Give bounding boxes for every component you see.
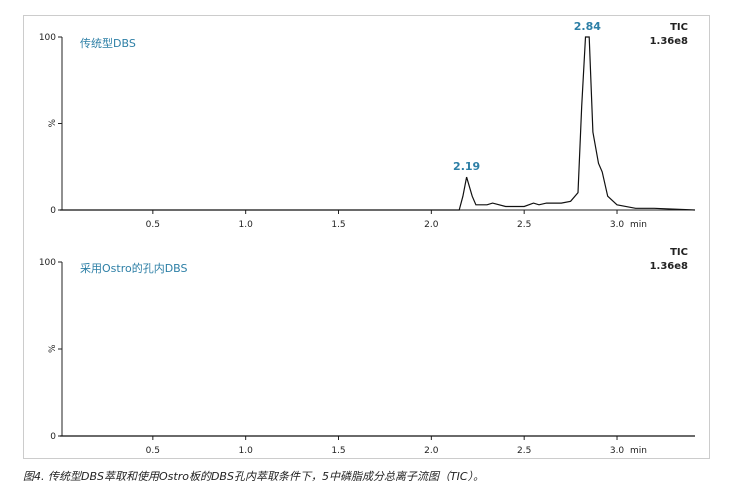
panel-title: 传统型DBS <box>80 36 136 50</box>
trace-label: TIC <box>670 22 688 33</box>
y-tick-label: 100 <box>39 33 56 43</box>
x-unit-label: min <box>630 446 647 456</box>
x-tick-label: 1.0 <box>239 220 254 230</box>
trace-label: TIC <box>670 247 688 258</box>
figure-caption: 图4. 传统型DBS萃取和使用Ostro板的DBS孔内萃取条件下，5中磷脂成分总… <box>23 470 485 483</box>
y-tick-label: 0 <box>50 432 56 442</box>
x-tick-label: 2.5 <box>517 220 531 230</box>
x-tick-label: 0.5 <box>146 220 160 230</box>
x-tick-label: 2.0 <box>424 446 439 456</box>
y-tick-label: 0 <box>50 206 56 216</box>
intensity-label: 1.36e8 <box>650 261 688 272</box>
panel-title: 采用Ostro的孔内DBS <box>80 261 188 275</box>
y-tick-label: 100 <box>39 258 56 268</box>
figure-frame <box>23 15 710 459</box>
x-tick-label: 2.0 <box>424 220 439 230</box>
intensity-label: 1.36e8 <box>650 36 688 47</box>
x-tick-label: 3.0 <box>610 446 625 456</box>
peak-label: 2.84 <box>574 20 601 33</box>
y-axis-label: % <box>48 344 58 353</box>
tic-trace <box>60 36 696 211</box>
x-tick-label: 3.0 <box>610 220 625 230</box>
x-tick-label: 1.0 <box>239 446 254 456</box>
x-tick-label: 1.5 <box>331 446 345 456</box>
peak-label: 2.19 <box>453 160 480 173</box>
x-unit-label: min <box>630 220 647 230</box>
x-tick-label: 2.5 <box>517 446 531 456</box>
x-tick-label: 1.5 <box>331 220 345 230</box>
x-tick-label: 0.5 <box>146 446 160 456</box>
y-axis-label: % <box>48 119 58 128</box>
